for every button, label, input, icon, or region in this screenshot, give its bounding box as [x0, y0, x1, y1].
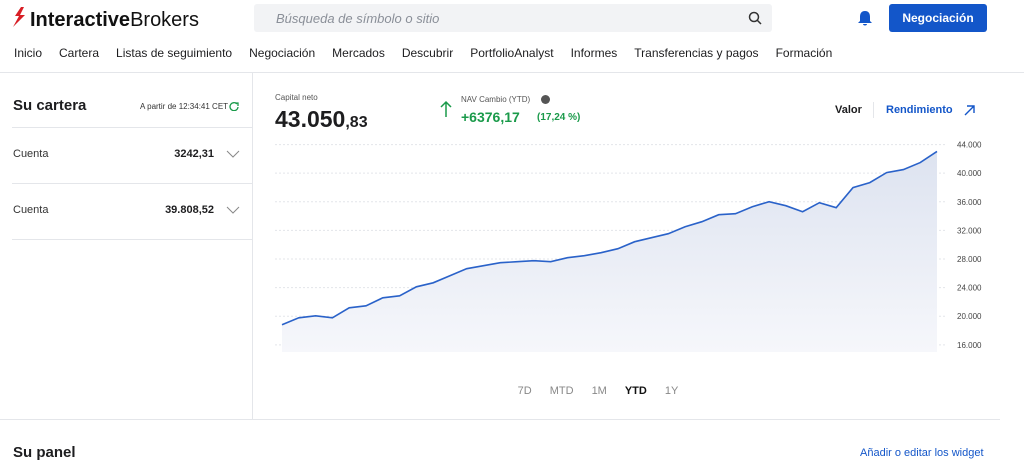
search-icon [748, 11, 762, 25]
logo[interactable]: InteractiveBrokers [30, 9, 199, 32]
divider [0, 72, 1024, 73]
y-tick-label: 24.000 [957, 284, 982, 293]
net-dec: ,83 [345, 114, 368, 131]
info-icon[interactable] [541, 95, 550, 104]
y-tick-label: 20.000 [957, 312, 982, 321]
nav-change: +6376,17 [461, 109, 520, 125]
nav-pct: (17,24 %) [537, 112, 581, 123]
search-placeholder: Búsqueda de símbolo o sitio [276, 11, 440, 26]
y-tick-label: 16.000 [957, 341, 982, 350]
area [282, 151, 937, 352]
trade-button[interactable]: Negociación [889, 4, 987, 32]
account-value: 3242,31 [174, 148, 214, 160]
range-selector: 7D MTD 1M YTD 1Y [253, 385, 943, 397]
range-button[interactable]: 1Y [664, 385, 679, 397]
nav-item[interactable]: Inicio [14, 46, 43, 60]
expand-icon[interactable] [963, 104, 976, 117]
edit-link[interactable]: Añadir o editar los widget [860, 447, 984, 459]
nav-item[interactable]: Negociación [249, 46, 316, 60]
y-tick-label: 40.000 [957, 169, 982, 178]
bell-icon[interactable] [857, 10, 873, 27]
timestamp: A partir de 12:34:41 CET [140, 102, 229, 111]
panel-title: Su panel [13, 444, 76, 461]
chevron[interactable] [226, 206, 240, 214]
nav-bar: Inicio Cartera Listas de seguimiento Negoci… [14, 46, 832, 60]
range-button[interactable]: YTD [624, 385, 647, 397]
logo-bold: Interactive [30, 9, 131, 31]
nav-item[interactable]: Cartera [59, 46, 100, 60]
logo-light: Brokers [130, 9, 199, 31]
account-label: Cuenta [13, 148, 49, 160]
chart: 16.000 20.000 24.000 28.000 32.000 36.000 40.0… [275, 141, 982, 352]
net-value: 43.050,83 [275, 106, 368, 133]
search-box[interactable]: Búsqueda de símbolo o sitio [254, 4, 772, 32]
up-arrow [440, 100, 452, 117]
account-value: 39.808,52 [165, 204, 214, 216]
range-button[interactable]: 1M [591, 385, 607, 397]
account-label: Cuenta [13, 204, 49, 216]
nav-item[interactable]: Listas de seguimiento [116, 46, 233, 60]
chevron[interactable] [226, 150, 240, 158]
nav-item[interactable]: Transferencias y pagos [634, 46, 759, 60]
y-tick-label: 36.000 [957, 198, 982, 207]
divider [12, 183, 252, 184]
refresh-icon[interactable] [229, 101, 239, 111]
y-tick-label: 28.000 [957, 255, 982, 264]
divider [12, 239, 252, 240]
portfolio-title: Su cartera [13, 97, 87, 114]
toggle-value[interactable]: Valor [835, 104, 862, 116]
nav-item[interactable]: Descubrir [401, 46, 454, 60]
nav-item[interactable]: Informes [570, 46, 618, 60]
divider [12, 127, 252, 128]
divider [0, 419, 1000, 420]
nav-item[interactable]: Formación [775, 46, 833, 60]
divider [252, 73, 253, 419]
net-label: Capital neto [275, 93, 318, 102]
range-button[interactable]: 7D [517, 385, 532, 397]
toggle-performance[interactable]: Rendimiento [886, 104, 953, 116]
divider [873, 102, 874, 118]
nav-item[interactable]: PortfolioAnalyst [470, 46, 554, 60]
nav-item[interactable]: Mercados [332, 46, 385, 60]
line [281, 150, 938, 326]
logo-icon [13, 7, 25, 27]
range-button[interactable]: MTD [549, 385, 574, 397]
y-tick-label: 44.000 [957, 141, 982, 150]
nav-label: NAV Cambio (YTD) [461, 95, 531, 104]
y-tick-label: 32.000 [957, 226, 982, 235]
net-int: 43.050 [275, 106, 346, 132]
